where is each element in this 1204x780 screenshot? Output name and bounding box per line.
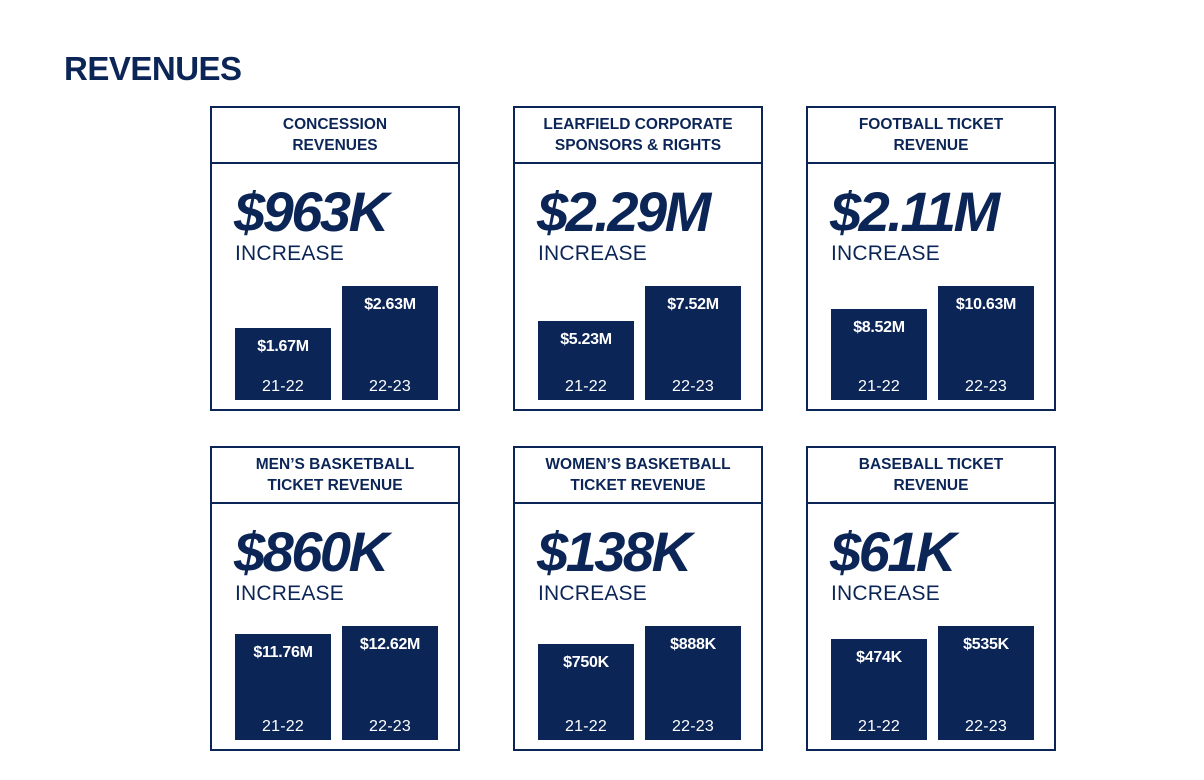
bar-value-label: $750K xyxy=(563,654,609,671)
card-title: BASEBALL TICKET REVENUE xyxy=(858,456,1004,494)
bar-21-22: $474K 21-22 xyxy=(831,639,927,740)
revenue-card: BASEBALL TICKET REVENUE $61K INCREASE $474K… xyxy=(806,446,1056,751)
card-title: MEN’S BASKETBALL TICKET REVENUE xyxy=(255,456,415,494)
bar-chart: $474K 21-22 $535K 22-23 xyxy=(831,608,1037,740)
revenue-card: WOMEN’S BASKETBALL TICKET REVENUE $138K IN… xyxy=(513,446,763,751)
bar-22-23: $12.62M 22-23 xyxy=(342,626,438,740)
bar-22-23: $535K 22-23 xyxy=(938,626,1034,740)
bar-21-22: $1.67M 21-22 xyxy=(235,328,331,400)
revenue-card: LEARFIELD CORPORATE SPONSORS & RIGHTS $2.… xyxy=(513,106,763,411)
card-title: CONCESSION REVENUES xyxy=(282,116,388,154)
bar-chart: $5.23M 21-22 $7.52M 22-23 xyxy=(538,268,744,400)
bar-category-label: 21-22 xyxy=(262,378,304,395)
bar-value-label: $474K xyxy=(856,649,902,666)
bar-category-label: 22-23 xyxy=(965,718,1007,735)
increase-amount: $61K xyxy=(830,520,956,583)
bar-chart: $8.52M 21-22 $10.63M 22-23 xyxy=(831,268,1037,400)
bar-21-22: $8.52M 21-22 xyxy=(831,309,927,400)
bar-22-23: $2.63M 22-23 xyxy=(342,286,438,400)
increase-label: INCREASE xyxy=(235,242,344,265)
card-header: LEARFIELD CORPORATE SPONSORS & RIGHTS xyxy=(515,108,761,164)
increase-amount: $2.11M xyxy=(830,180,1000,243)
bar-category-label: 21-22 xyxy=(565,718,607,735)
increase-amount: $2.29M xyxy=(537,180,711,243)
bar-category-label: 22-23 xyxy=(369,718,411,735)
bar-category-label: 21-22 xyxy=(858,378,900,395)
bar-category-label: 22-23 xyxy=(965,378,1007,395)
bar-chart: $1.67M 21-22 $2.63M 22-23 xyxy=(235,268,441,400)
bar-value-label: $12.62M xyxy=(359,636,421,653)
increase-amount: $860K xyxy=(234,520,389,583)
bar-category-label: 22-23 xyxy=(672,378,714,395)
increase-amount: $963K xyxy=(234,180,389,243)
bar-chart: $750K 21-22 $888K 22-23 xyxy=(538,608,744,740)
bar-22-23: $888K 22-23 xyxy=(645,626,741,740)
bar-21-22: $750K 21-22 xyxy=(538,644,634,740)
card-header: MEN’S BASKETBALL TICKET REVENUE xyxy=(212,448,458,504)
bar-category-label: 22-23 xyxy=(672,718,714,735)
increase-label: INCREASE xyxy=(538,582,647,605)
bar-21-22: $5.23M 21-22 xyxy=(538,321,634,400)
increase-label: INCREASE xyxy=(831,582,940,605)
bar-category-label: 22-23 xyxy=(369,378,411,395)
bar-21-22: $11.76M 21-22 xyxy=(235,634,331,740)
card-header: BASEBALL TICKET REVENUE xyxy=(808,448,1054,504)
card-title: WOMEN’S BASKETBALL TICKET REVENUE xyxy=(545,456,731,494)
bar-value-label: $5.23M xyxy=(560,331,612,348)
card-header: WOMEN’S BASKETBALL TICKET REVENUE xyxy=(515,448,761,504)
increase-label: INCREASE xyxy=(831,242,940,265)
bar-value-label: $10.63M xyxy=(955,296,1017,313)
card-title: FOOTBALL TICKET REVENUE xyxy=(858,116,1004,154)
bar-category-label: 21-22 xyxy=(858,718,900,735)
increase-amount: $138K xyxy=(537,520,692,583)
bar-value-label: $535K xyxy=(963,636,1009,653)
bar-category-label: 21-22 xyxy=(565,378,607,395)
revenue-card: FOOTBALL TICKET REVENUE $2.11M INCREASE $8.… xyxy=(806,106,1056,411)
revenue-card: CONCESSION REVENUES $963K INCREASE $1.67M 21… xyxy=(210,106,460,411)
card-header: CONCESSION REVENUES xyxy=(212,108,458,164)
increase-label: INCREASE xyxy=(235,582,344,605)
bar-value-label: $8.52M xyxy=(853,319,905,336)
bar-22-23: $10.63M 22-23 xyxy=(938,286,1034,400)
page-title: REVENUES xyxy=(64,50,242,87)
bar-category-label: 21-22 xyxy=(262,718,304,735)
bar-value-label: $7.52M xyxy=(667,296,719,313)
bar-value-label: $2.63M xyxy=(364,296,416,313)
card-title: LEARFIELD CORPORATE SPONSORS & RIGHTS xyxy=(543,116,733,154)
revenue-card: MEN’S BASKETBALL TICKET REVENUE $860K INCR… xyxy=(210,446,460,751)
card-header: FOOTBALL TICKET REVENUE xyxy=(808,108,1054,164)
bar-chart: $11.76M 21-22 $12.62M 22-23 xyxy=(235,608,441,740)
bar-value-label: $11.76M xyxy=(253,644,313,661)
increase-label: INCREASE xyxy=(538,242,647,265)
bar-22-23: $7.52M 22-23 xyxy=(645,286,741,400)
bar-value-label: $888K xyxy=(670,636,716,653)
bar-value-label: $1.67M xyxy=(257,338,309,355)
